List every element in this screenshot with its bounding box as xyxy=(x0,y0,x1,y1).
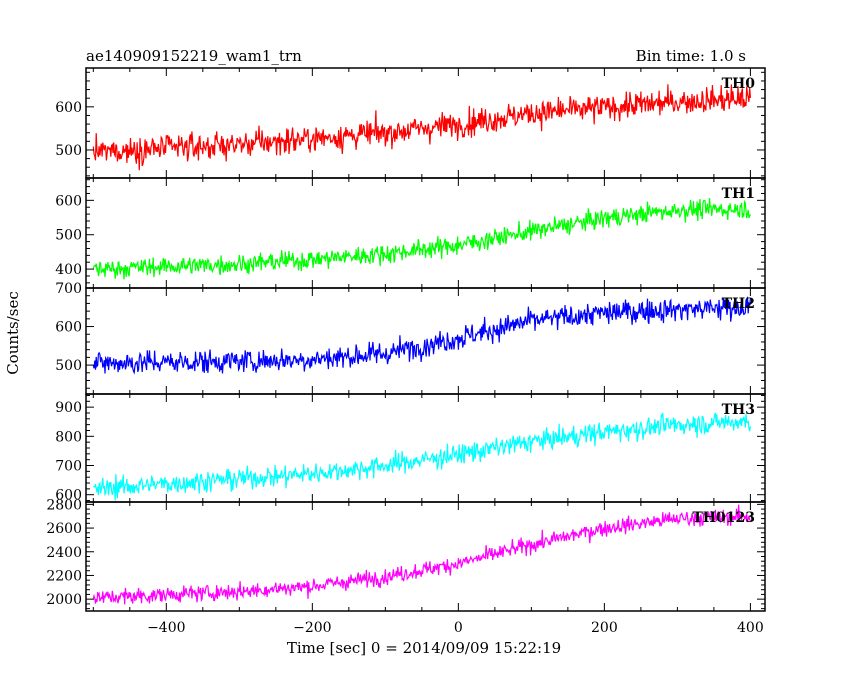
x-tick-label: 400 xyxy=(737,620,764,636)
series-line-th3 xyxy=(93,412,751,501)
x-tick-label: −200 xyxy=(293,620,331,636)
panel-frame xyxy=(85,287,766,395)
series-line-th2 xyxy=(92,296,751,375)
panel-th0: 500 600 TH0 xyxy=(55,67,766,179)
panel-th2: 500 600 700 TH2 xyxy=(55,281,766,395)
x-tick-labels: −400 −200 0 200 400 xyxy=(147,620,764,636)
y-tick-label: 2600 xyxy=(46,521,82,537)
y-tick-label: 2400 xyxy=(46,545,82,561)
y-tick-label: 700 xyxy=(55,281,82,297)
series-line-th0123 xyxy=(92,504,751,605)
panel-label-th3: TH3 xyxy=(722,402,755,418)
x-tick-label: −400 xyxy=(147,620,185,636)
x-tick-label: 200 xyxy=(591,620,618,636)
bin-time-label: Bin time: 1.0 s xyxy=(636,47,746,65)
series-line-th1 xyxy=(92,198,751,280)
y-axis-label: Counts/sec xyxy=(4,291,22,375)
y-tick-label: 600 xyxy=(55,488,82,504)
panel-stack: 500 600 TH0 400 500 600 TH1 500 600 700 TH2 600 700 8… xyxy=(46,67,766,612)
y-tick-label: 500 xyxy=(55,358,82,374)
x-tick-label: 0 xyxy=(454,620,463,636)
x-axis-label: Time [sec] 0 = 2014/09/09 15:22:19 xyxy=(287,639,561,657)
y-tick-label: 600 xyxy=(55,320,82,336)
y-tick-label: 2000 xyxy=(46,592,82,608)
panel-frame xyxy=(85,177,766,289)
y-tick-label: 900 xyxy=(55,400,82,416)
panel-th1: 400 500 600 TH1 xyxy=(55,177,766,289)
panel-label-th1: TH1 xyxy=(722,186,755,202)
y-tick-label: 800 xyxy=(55,429,82,445)
panel-label-th0123: TH0123 xyxy=(692,510,755,526)
y-tick-label: 600 xyxy=(55,100,82,116)
panel-label-th2: TH2 xyxy=(722,296,755,312)
y-tick-label: 500 xyxy=(55,228,82,244)
panel-th3: 600 700 800 900 TH3 xyxy=(55,393,766,504)
panel-frame xyxy=(85,67,766,179)
y-tick-label: 700 xyxy=(55,459,82,475)
series-line-th0 xyxy=(92,84,751,171)
y-tick-label: 400 xyxy=(55,262,82,278)
panel-label-th0: TH0 xyxy=(722,76,756,92)
y-tick-label: 500 xyxy=(55,143,82,159)
y-tick-label: 2200 xyxy=(46,568,82,584)
panel-th0123: 2000 2200 2400 2600 2800 TH0123 xyxy=(46,497,766,612)
y-tick-label: 2800 xyxy=(46,497,82,513)
observation-id-title: ae140909152219_wam1_trn xyxy=(86,47,302,65)
y-tick-label: 600 xyxy=(55,193,82,209)
